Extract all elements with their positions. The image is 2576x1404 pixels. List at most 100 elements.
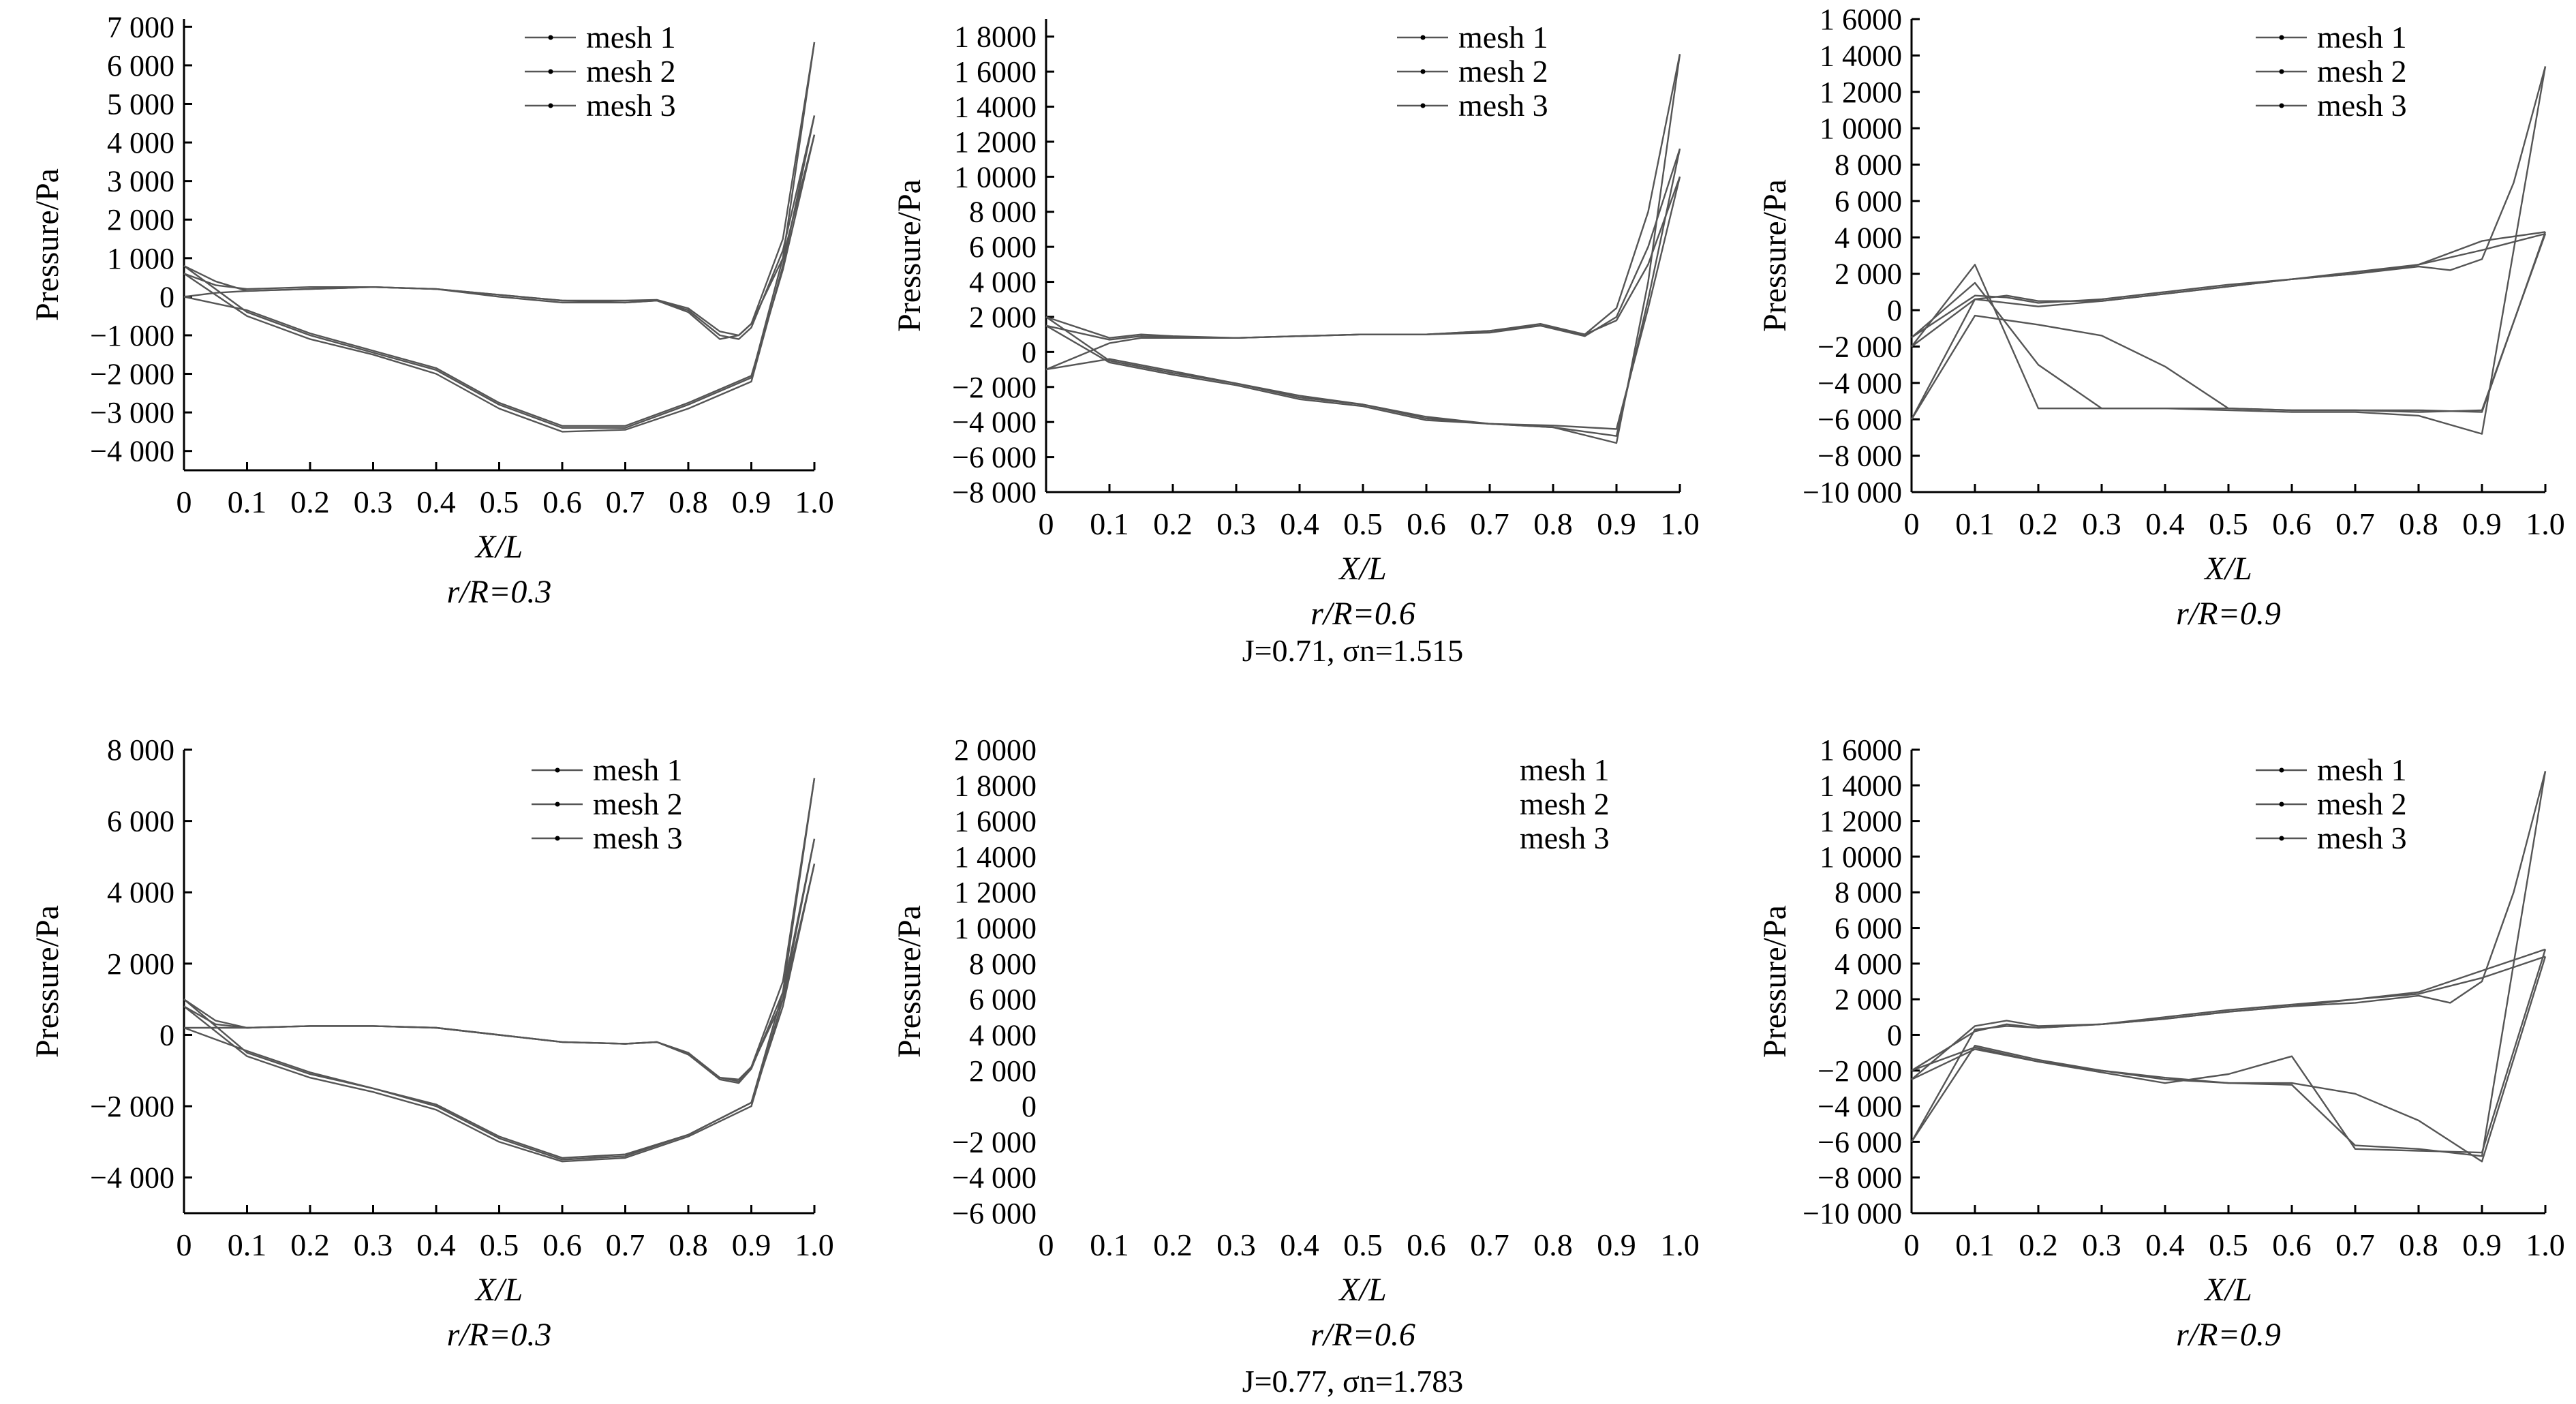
y-tick-label: 8 000 bbox=[1835, 149, 1902, 182]
x-tick-label: 0.7 bbox=[1470, 1227, 1509, 1262]
legend-marker bbox=[2279, 767, 2284, 773]
series-line bbox=[1910, 956, 2546, 1142]
x-tick-label: 0.3 bbox=[354, 485, 393, 519]
x-tick-label: 0.6 bbox=[2272, 1227, 2312, 1262]
y-tick-label: −10 000 bbox=[1803, 476, 1902, 509]
y-tick-label: 7 000 bbox=[107, 10, 174, 44]
x-tick-label: 0.2 bbox=[1153, 1227, 1193, 1262]
x-tick-label: 0.3 bbox=[354, 1227, 393, 1262]
series-line bbox=[1045, 177, 1681, 430]
series-line bbox=[183, 134, 816, 427]
y-tick-label: −4 000 bbox=[90, 1161, 174, 1195]
x-tick-label: 0 bbox=[177, 485, 192, 519]
legend-marker bbox=[2279, 35, 2284, 40]
y-tick-label: 1 0000 bbox=[1820, 112, 1902, 145]
y-tick-label: 8 000 bbox=[1835, 876, 1902, 909]
y-tick-label: 1 2000 bbox=[1820, 76, 1902, 109]
y-tick-label: −10 000 bbox=[1803, 1197, 1902, 1230]
y-tick-label: 1 0000 bbox=[954, 160, 1037, 194]
y-axis-label: Pressure/Pa bbox=[891, 905, 927, 1058]
panel-title: r/R=0.9 bbox=[2176, 1317, 2281, 1353]
x-tick-label: 0.7 bbox=[1470, 506, 1509, 541]
legend-label: mesh 2 bbox=[1458, 54, 1548, 89]
x-tick-label: 0 bbox=[1904, 1227, 1920, 1262]
x-axis-label: X/L bbox=[2203, 1272, 2252, 1308]
chart-panel-1: −4 000 −3 000 −2 000 −1 000 0 1 000 2 000 3 000… bbox=[29, 10, 834, 610]
series-line bbox=[184, 864, 816, 1081]
y-tick-label: −4 000 bbox=[1818, 367, 1902, 400]
y-tick-label: 6 000 bbox=[969, 230, 1037, 264]
x-tick-label: 0.2 bbox=[1153, 506, 1193, 541]
y-tick-label: 3 000 bbox=[107, 165, 174, 198]
y-tick-label: 0 bbox=[159, 1018, 174, 1052]
series-line bbox=[183, 838, 816, 1084]
x-tick-label: 0.5 bbox=[2209, 506, 2248, 541]
y-tick-label: 4 000 bbox=[969, 1018, 1037, 1052]
x-tick-label: 0.4 bbox=[416, 485, 456, 519]
y-tick-label: 1 8000 bbox=[954, 769, 1037, 802]
series-line bbox=[1911, 231, 2546, 339]
y-tick-label: 6 000 bbox=[107, 805, 174, 838]
y-tick-label: −8 000 bbox=[1818, 440, 1902, 473]
x-tick-label: 0.5 bbox=[2209, 1227, 2248, 1262]
x-tick-label: 0.5 bbox=[1343, 1227, 1383, 1262]
x-tick-label: 0.6 bbox=[542, 485, 582, 519]
y-tick-label: 1 4000 bbox=[1820, 39, 1902, 72]
series-line bbox=[1045, 54, 1681, 444]
y-tick-label: 5 000 bbox=[107, 87, 174, 121]
x-tick-label: 0.5 bbox=[1343, 506, 1383, 541]
x-tick-label: 0.8 bbox=[1533, 506, 1573, 541]
series-line bbox=[1911, 231, 2547, 413]
y-axis-label: Pressure/Pa bbox=[1757, 905, 1793, 1058]
series-line bbox=[1910, 956, 2547, 1163]
y-tick-label: 0 bbox=[1022, 335, 1037, 369]
y-tick-label: 0 bbox=[1887, 294, 1902, 327]
y-tick-label: 2 0000 bbox=[954, 733, 1037, 767]
x-tick-label: 0.5 bbox=[480, 485, 519, 519]
legend-marker bbox=[2279, 802, 2284, 807]
y-axis-label: Pressure/Pa bbox=[29, 168, 65, 321]
y-tick-label: 1 4000 bbox=[1820, 769, 1902, 802]
panel-title: r/R=0.3 bbox=[447, 574, 552, 610]
legend-label: mesh 1 bbox=[1458, 20, 1548, 55]
y-tick-label: 0 bbox=[159, 280, 174, 314]
y-tick-label: −4 000 bbox=[1818, 1090, 1902, 1123]
legend-label: mesh 1 bbox=[593, 752, 683, 787]
legend-marker bbox=[548, 35, 553, 40]
series-line bbox=[1045, 148, 1681, 341]
x-tick-label: 0.4 bbox=[1280, 1227, 1319, 1262]
chart-panels: −4 000 −3 000 −2 000 −1 000 0 1 000 2 000 3 000… bbox=[29, 3, 2565, 1353]
x-axis-label: X/L bbox=[2203, 551, 2252, 587]
series-line bbox=[1911, 948, 2546, 1071]
x-tick-label: 1.0 bbox=[2526, 506, 2565, 541]
series-line bbox=[183, 864, 816, 1159]
x-tick-label: 0.1 bbox=[228, 485, 267, 519]
legend-marker bbox=[2279, 836, 2284, 841]
y-tick-label: −2 000 bbox=[952, 1125, 1037, 1159]
x-tick-label: 0.9 bbox=[1597, 1227, 1636, 1262]
series-line bbox=[183, 838, 816, 1163]
panel-title: r/R=0.3 bbox=[447, 1317, 552, 1353]
legend-marker bbox=[548, 69, 553, 74]
y-tick-label: 1 4000 bbox=[954, 91, 1037, 124]
y-tick-label: 6 000 bbox=[1835, 185, 1902, 218]
x-tick-label: 0.9 bbox=[1597, 506, 1636, 541]
legend-marker bbox=[1420, 69, 1426, 74]
y-tick-label: 1 2000 bbox=[954, 125, 1037, 159]
y-tick-label: 6 000 bbox=[969, 983, 1037, 1016]
y-tick-label: −4 000 bbox=[90, 435, 174, 468]
legend-label: mesh 3 bbox=[593, 821, 683, 855]
x-tick-label: 0.6 bbox=[1407, 506, 1446, 541]
y-tick-label: 2 000 bbox=[1835, 983, 1902, 1016]
legend-marker bbox=[555, 802, 560, 807]
y-tick-label: 1 0000 bbox=[1820, 840, 1902, 874]
series-line bbox=[183, 42, 816, 429]
x-tick-label: 0.3 bbox=[2082, 1227, 2121, 1262]
x-tick-label: 0.8 bbox=[669, 1227, 708, 1262]
y-tick-label: 6 000 bbox=[107, 49, 174, 82]
y-tick-label: 1 2000 bbox=[954, 876, 1037, 909]
x-tick-label: 0.3 bbox=[2082, 506, 2121, 541]
